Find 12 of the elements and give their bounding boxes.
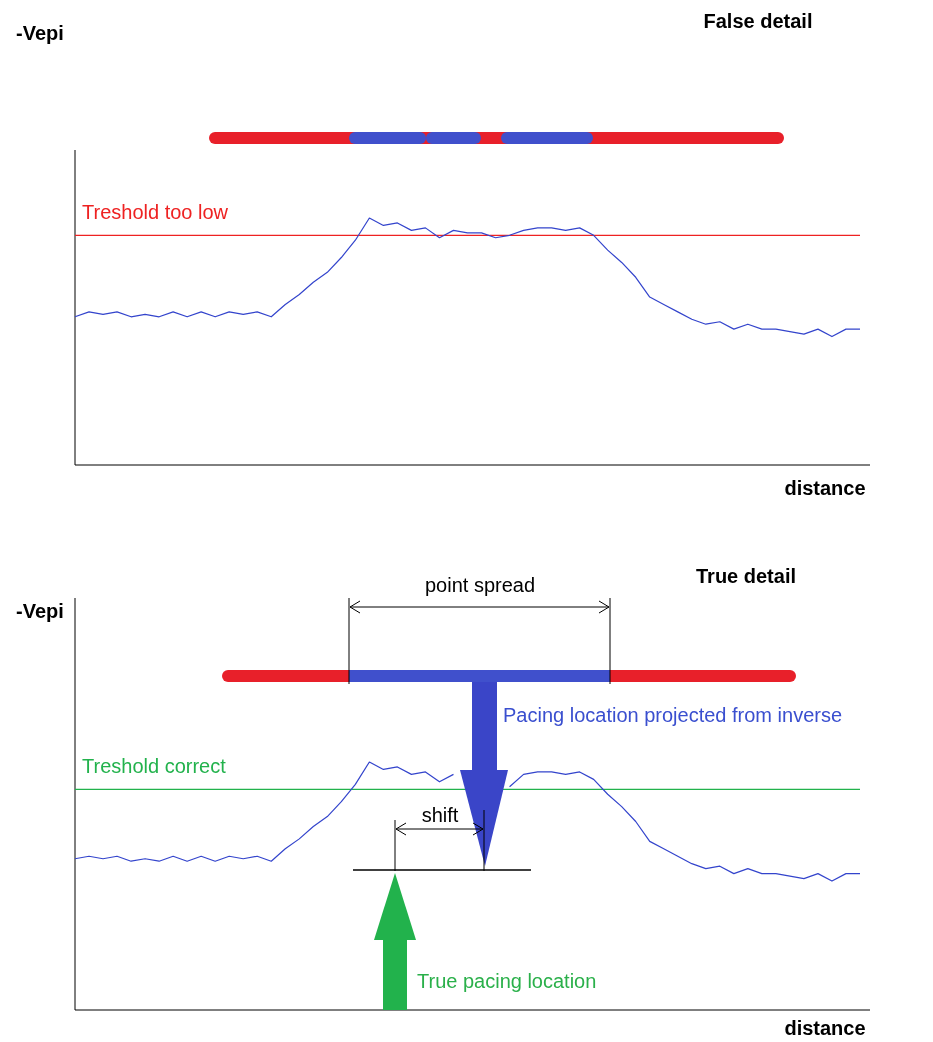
annotation: shift [421,804,459,826]
chart-title: False detail [703,10,813,32]
text: Pacing location projected from inverse [503,704,843,726]
text: point spread [424,574,536,596]
chart-title: True detail [695,565,797,587]
annotation: True pacing location [417,970,597,992]
ref-line-label: Treshold too low [82,201,229,224]
x-axis-title: distance [784,1017,866,1039]
y-axis-title: -Vepi [16,22,64,44]
x-axis-title: distance [784,477,866,499]
ref-line-label: Treshold correct [82,755,227,778]
y-axis-title: -Vepi [16,600,64,622]
